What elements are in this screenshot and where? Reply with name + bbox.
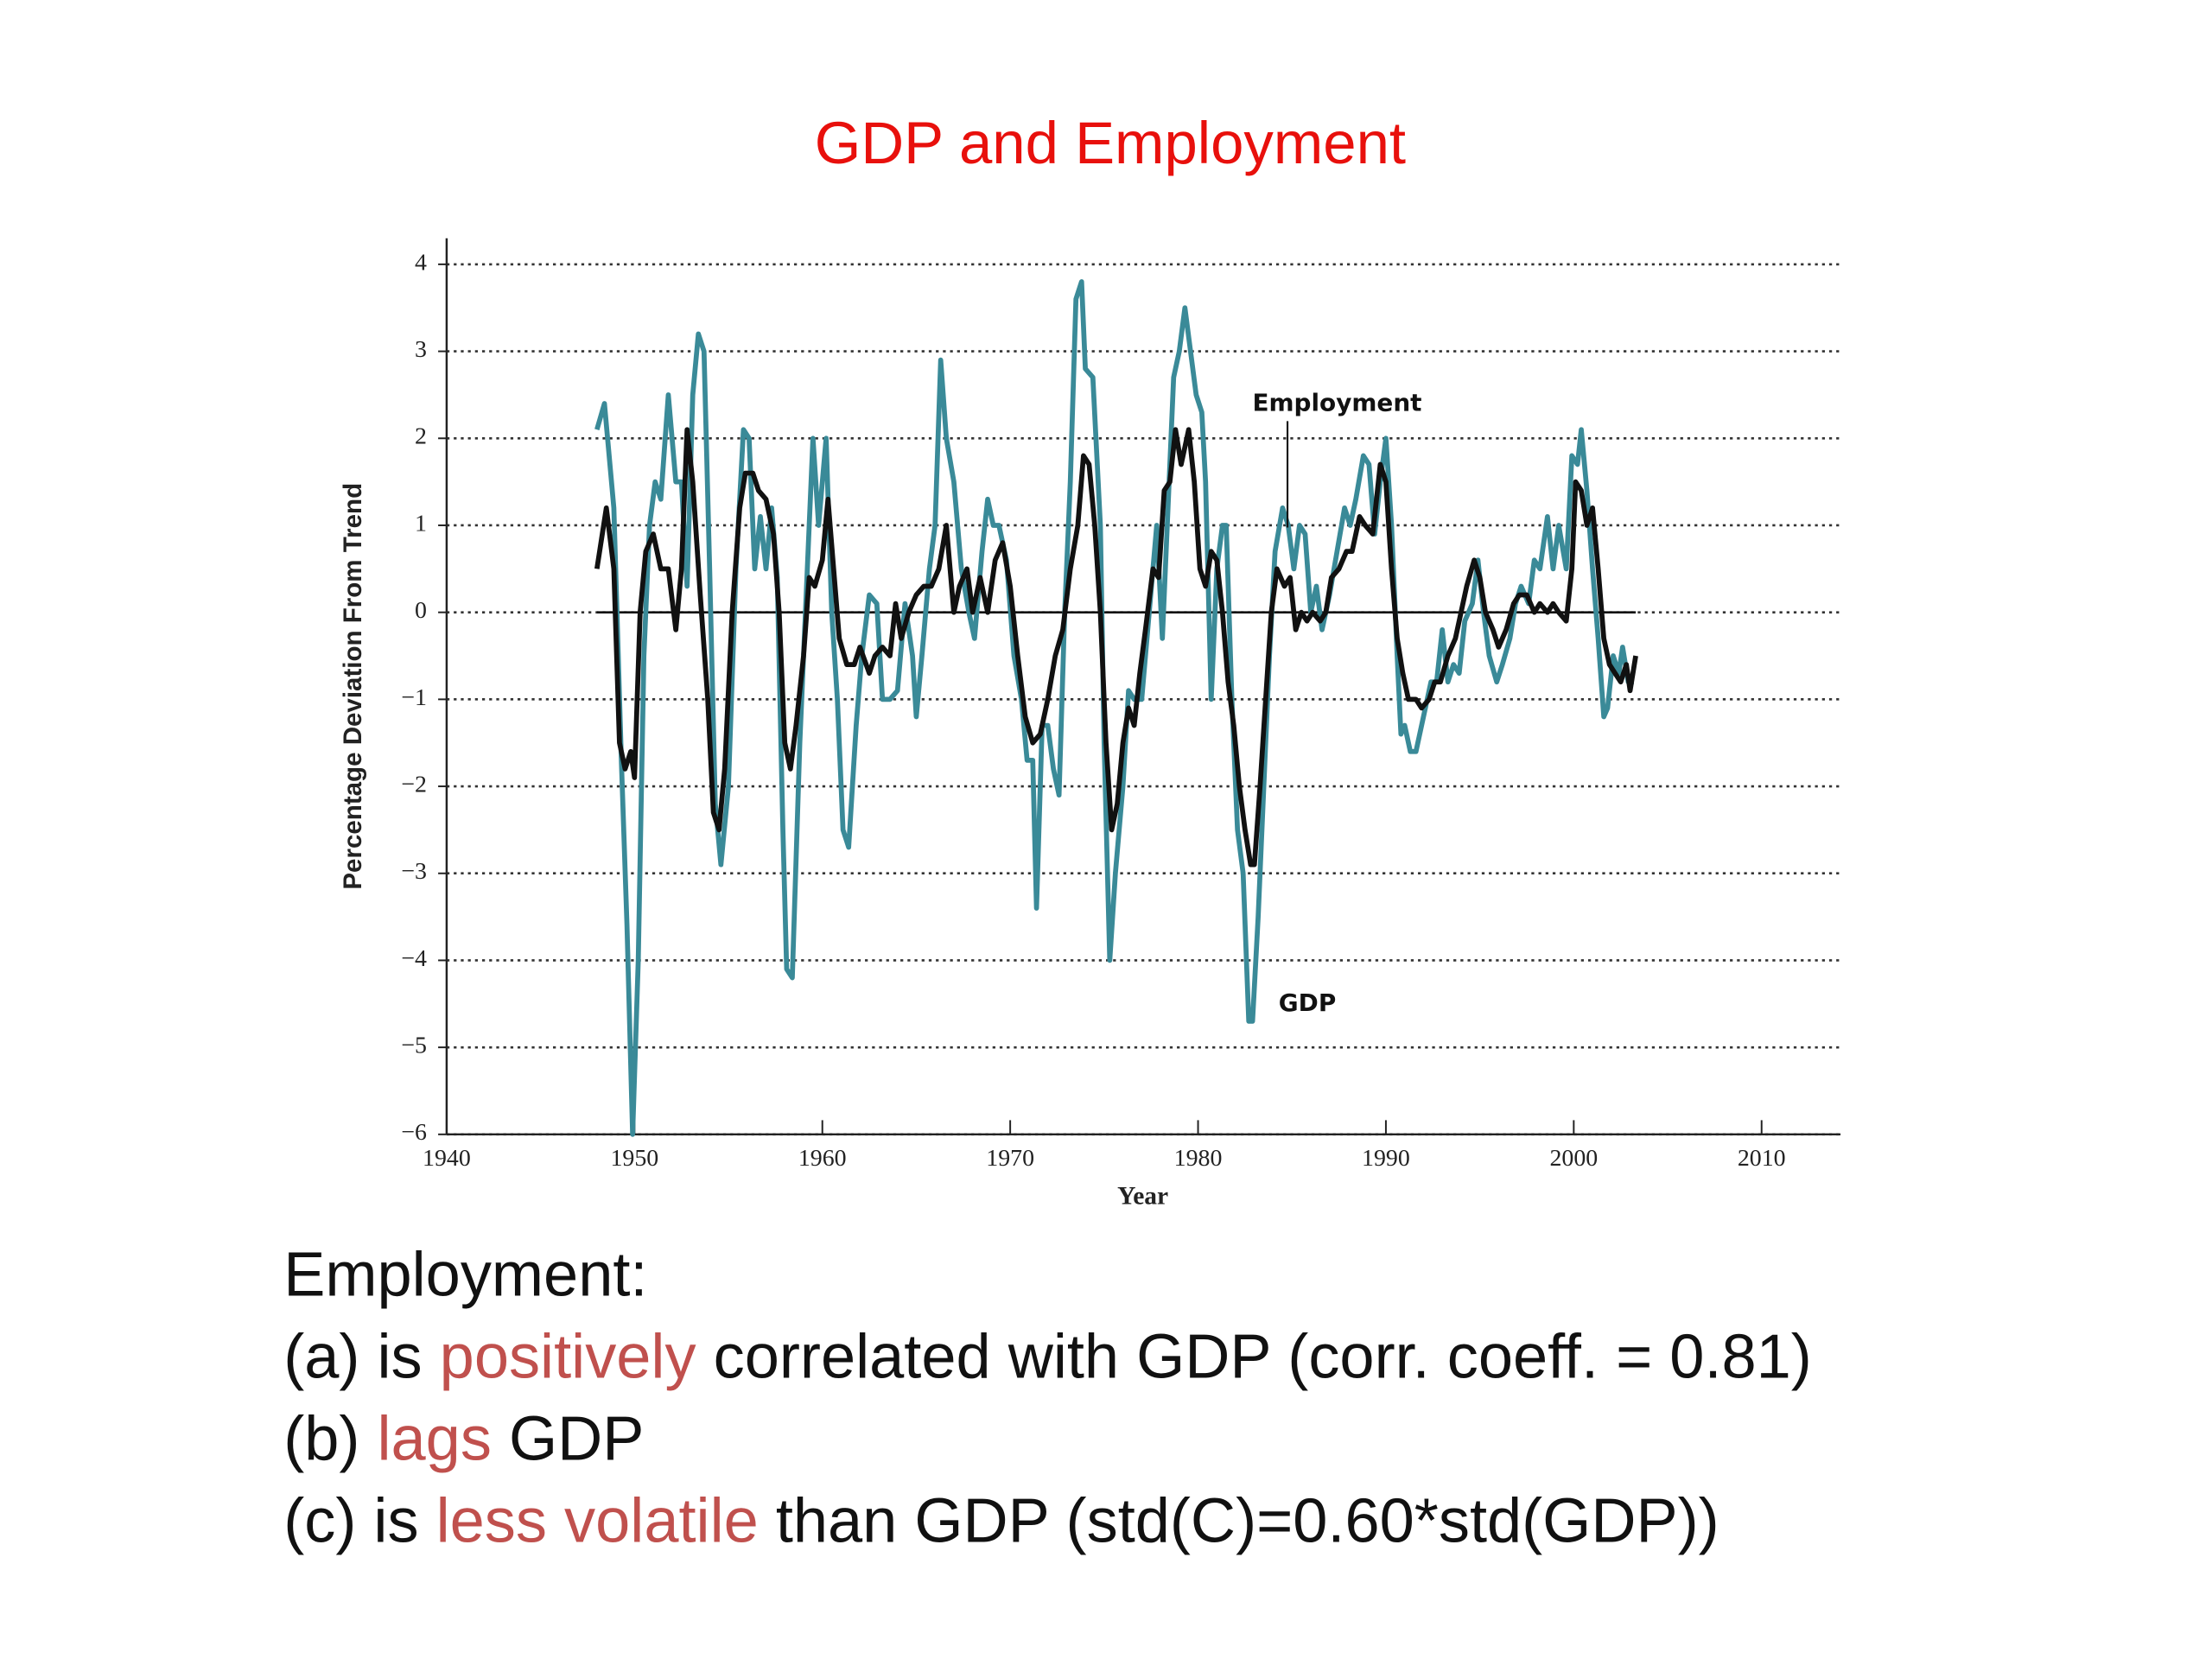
x-tick-label: 2000	[1549, 1145, 1598, 1172]
series-line	[594, 427, 1638, 868]
y-tick-label: 1	[415, 510, 427, 537]
note-text: (c) is	[283, 1487, 435, 1556]
y-axis-label: Percentage Deviation From Trend	[339, 483, 367, 890]
note-text: (a) is	[283, 1322, 439, 1391]
notes-heading: Employment:	[283, 1240, 647, 1309]
note-text: GDP	[492, 1405, 645, 1474]
y-tick-label: −2	[401, 771, 427, 798]
y-tick-label: 0	[415, 597, 427, 624]
note-highlight: lags	[377, 1405, 491, 1474]
x-tick-label: 1970	[986, 1145, 1034, 1172]
plot: −6 −5 −4 −3 −2 −1 0 1 2 3 4 1940 1950 1960 1970 1980 199…	[401, 238, 1841, 1172]
note-highlight: less volatile	[436, 1487, 759, 1556]
chart-title: GDP and Employment	[815, 110, 1406, 176]
series-annotation: GDP	[1279, 988, 1336, 1017]
notes: (a) is positively correlated with GDP (c…	[283, 1322, 1812, 1555]
note-text: correlated with GDP (corr. coeff. = 0.81…	[696, 1322, 1812, 1391]
y-tick-label: 4	[415, 249, 427, 276]
x-tick-label: 1940	[423, 1145, 471, 1172]
note-line: (c) is less volatile than GDP (std(C)=0.…	[283, 1487, 1719, 1556]
x-tick-label: 1950	[610, 1145, 658, 1172]
y-tick-label: −4	[401, 945, 427, 972]
series-annotation: Employment	[1252, 389, 1421, 417]
x-axis-label: Year	[1117, 1182, 1168, 1210]
y-tick-label: 2	[415, 423, 427, 450]
series-line	[594, 279, 1634, 1137]
x-tick-label: 2010	[1738, 1145, 1786, 1172]
y-tick-label: −6	[401, 1119, 427, 1146]
note-text: than GDP (std(C)=0.60*std(GDP))	[759, 1487, 1719, 1556]
y-tick-label: −5	[401, 1033, 427, 1059]
note-line: (a) is positively correlated with GDP (c…	[283, 1322, 1812, 1391]
y-tick-label: −1	[401, 684, 427, 711]
y-tick-label: −3	[401, 858, 427, 885]
note-line: (b) lags GDP	[283, 1405, 644, 1474]
note-highlight: positively	[440, 1322, 696, 1391]
y-tick-label: 3	[415, 336, 427, 363]
annotations: Employment GDP	[1252, 389, 1421, 1017]
x-tick-label: 1960	[798, 1145, 847, 1172]
x-tick-label: 1980	[1174, 1145, 1223, 1172]
note-text: (b)	[283, 1405, 377, 1474]
x-tick-label: 1990	[1362, 1145, 1410, 1172]
